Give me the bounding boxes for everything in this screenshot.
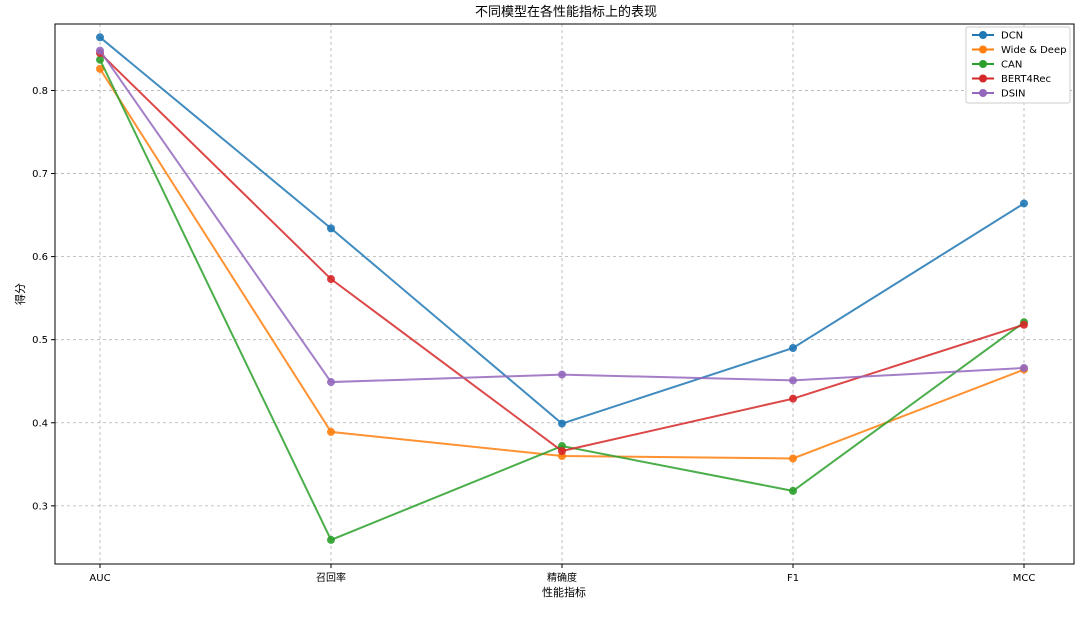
legend-item-wide-deep: Wide & Deep xyxy=(972,45,1066,56)
legend: DCN Wide & Deep CAN BERT4Rec DSIN xyxy=(965,26,1071,104)
data-point-bert4rec xyxy=(1020,320,1028,329)
data-point-dcn xyxy=(789,344,797,352)
legend-label: DCN xyxy=(1001,31,1023,42)
legend-item-can: CAN xyxy=(972,60,1022,71)
series-dsin xyxy=(96,46,1028,387)
data-point-dcn xyxy=(558,419,566,428)
y-tick-label: 0.3 xyxy=(32,501,48,512)
data-point-dsin xyxy=(1020,363,1028,372)
series-dcn xyxy=(96,33,1028,428)
legend-box xyxy=(965,26,1071,104)
legend-swatch-marker xyxy=(979,74,987,83)
data-point-dcn xyxy=(327,224,335,233)
y-tick-label: 0.8 xyxy=(32,86,48,97)
legend-label: BERT4Rec xyxy=(1001,74,1051,85)
y-tick-label: 0.6 xyxy=(32,252,48,263)
data-point-bert4rec xyxy=(327,275,335,284)
legend-swatch-marker xyxy=(979,60,987,68)
x-tick-label: AUC xyxy=(89,573,110,584)
legend-item-bert4rec: BERT4Rec xyxy=(972,74,1051,85)
data-point-bert4rec xyxy=(558,447,566,456)
y-tick-label: 0.5 xyxy=(32,335,48,346)
data-point-dcn xyxy=(1020,199,1028,208)
legend-label: DSIN xyxy=(1001,89,1025,100)
data-point-bert4rec xyxy=(789,394,797,403)
x-tick-label: 精确度 xyxy=(547,571,577,584)
data-point-dsin xyxy=(558,370,566,379)
legend-swatch-marker xyxy=(979,89,987,97)
x-tick-label: MCC xyxy=(1013,573,1036,584)
data-point-can xyxy=(96,55,104,64)
plot-frame xyxy=(54,23,1075,565)
legend-swatch-marker xyxy=(979,31,987,39)
x-tick-label: 召回率 xyxy=(316,571,346,584)
y-tick-label: 0.7 xyxy=(32,169,48,180)
legend-label: Wide & Deep xyxy=(1001,45,1066,56)
legend-swatch-marker xyxy=(979,45,987,54)
x-tick-label: F1 xyxy=(787,573,799,584)
data-point-dsin xyxy=(327,378,335,387)
legend-item-dcn: DCN xyxy=(972,31,1023,42)
y-tick-label: 0.4 xyxy=(32,418,48,429)
data-point-wide-deep xyxy=(96,64,104,73)
x-tick-layer: AUC 召回率 精确度 F1 MCC xyxy=(89,564,1035,584)
data-point-can xyxy=(789,486,797,495)
data-point-can xyxy=(327,535,335,544)
chart-title: 不同模型在各性能指标上的表现 xyxy=(475,4,657,20)
y-axis-label: 得分 xyxy=(14,283,27,305)
data-point-wide-deep xyxy=(327,427,335,436)
y-tick-layer: 0.3 0.4 0.5 0.6 0.7 0.8 xyxy=(32,86,55,512)
data-point-dsin xyxy=(789,376,797,385)
series-line-can xyxy=(99,59,1025,542)
data-point-dcn xyxy=(96,33,104,42)
data-point-wide-deep xyxy=(789,454,797,463)
grid-layer xyxy=(55,24,1074,564)
series-layer xyxy=(96,33,1028,544)
data-point-dsin xyxy=(96,46,104,55)
x-axis-label: 性能指标 xyxy=(542,585,586,599)
legend-label: CAN xyxy=(1001,60,1022,71)
legend-item-dsin: DSIN xyxy=(972,89,1025,100)
